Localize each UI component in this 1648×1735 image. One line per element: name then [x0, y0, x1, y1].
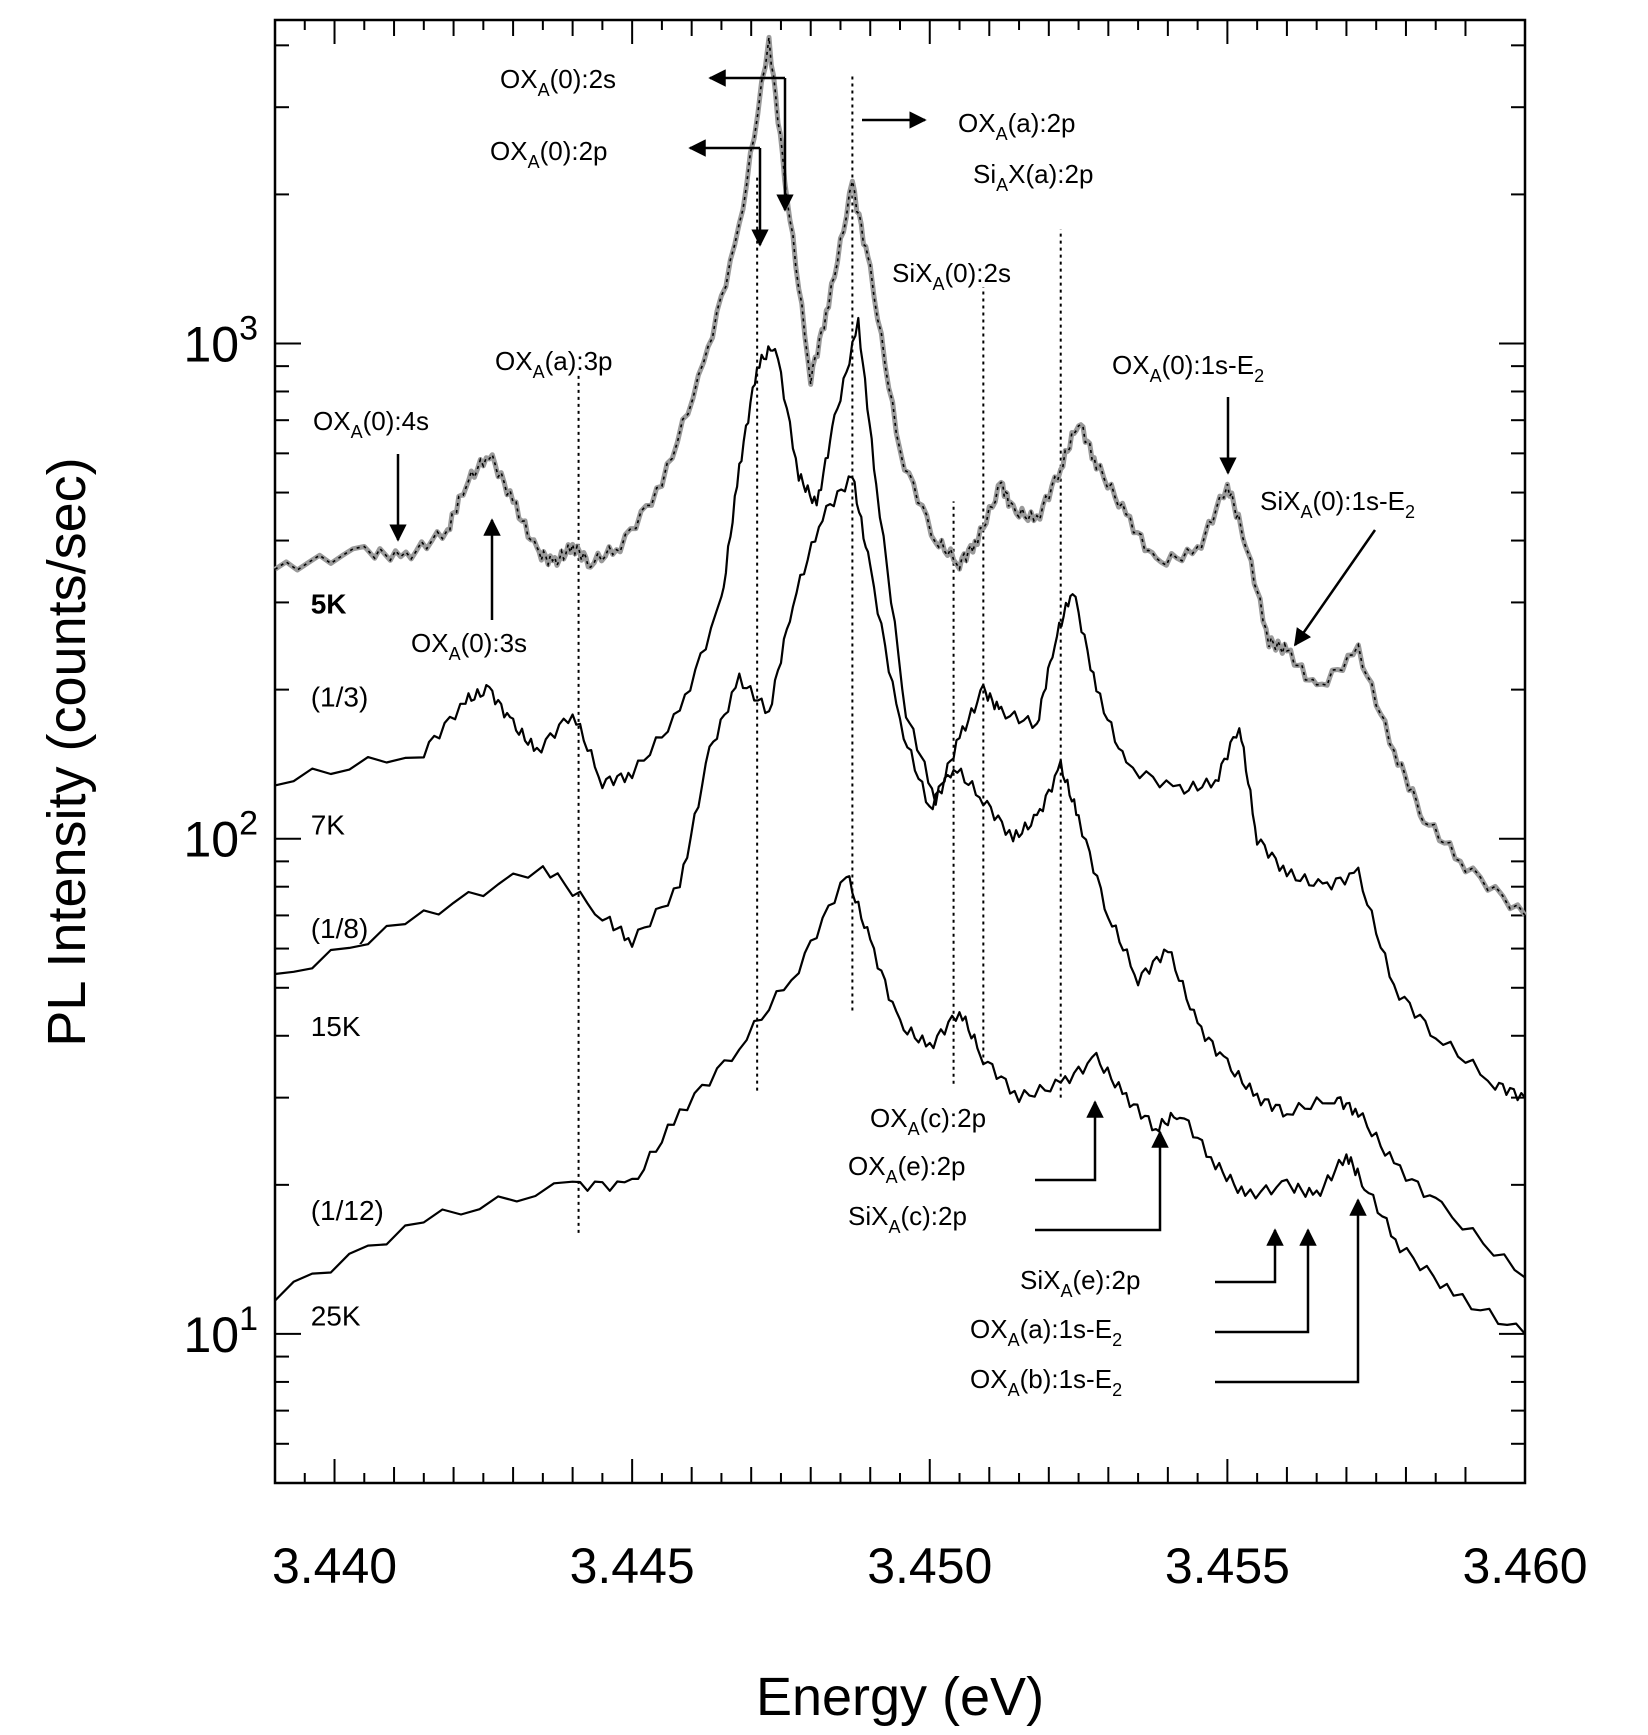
x-tick-label: 3.445 [570, 1538, 695, 1594]
peak-annotation: OXA(a):2p [958, 108, 1076, 144]
y-tick-label: 103 [183, 309, 258, 372]
peak-annotations: OXA(0):2s OXA(0):2p OXA(a):2p SiAX(a):2p SiX… [313, 64, 1415, 1400]
peak-annotation: OXA(b):1s-E2 [970, 1364, 1122, 1400]
curve-label: 15K [311, 1011, 361, 1042]
series-15K-line [274, 475, 1526, 1279]
x-tick-label: 3.450 [867, 1538, 992, 1594]
curve-label: 7K [311, 809, 346, 840]
peak-annotation: SiXA(c):2p [848, 1201, 967, 1237]
peak-annotation: OXA(a):3p [495, 346, 613, 382]
peak-annotation: OXA(0):2s [500, 64, 616, 100]
peak-annotation: OXA(0):3s [411, 628, 527, 664]
peak-annotation: SiXA(e):2p [1020, 1265, 1140, 1301]
curve-label: 5K [311, 588, 347, 619]
annotation-arrow [1035, 1130, 1169, 1232]
peak-annotation: SiXA(0):2s [892, 258, 1011, 294]
curve-label: 25K [311, 1300, 361, 1331]
curve-label: (1/8) [311, 913, 369, 944]
x-axis-label: Energy (eV) [756, 1667, 1044, 1727]
x-tick-label: 3.455 [1165, 1538, 1290, 1594]
annotation-arrow [1293, 529, 1377, 647]
series-5K-fit [274, 37, 1526, 916]
y-axis-label: PL Intensity (counts/sec) [37, 457, 97, 1046]
peak-annotation: OXA(0):1s-E2 [1112, 350, 1264, 386]
guide-lines [577, 74, 1062, 1233]
curve-labels: 5K (1/3) 7K (1/8) 15K (1/12) 25K [311, 588, 384, 1331]
annotation-arrow [1215, 1228, 1284, 1284]
y-tick-label: 102 [183, 805, 258, 868]
annotation-arrow [1215, 1228, 1317, 1334]
peak-annotation: OXA(e):2p [848, 1151, 966, 1187]
peak-annotation: OXA(0):4s [313, 406, 429, 442]
peak-annotation: OXA(0):2p [490, 136, 608, 172]
spectrum-curves [273, 34, 1528, 1335]
series-5K-line [273, 34, 1528, 917]
x-tick-label: 3.440 [272, 1538, 397, 1594]
peak-annotation: SiXA(0):1s-E2 [1260, 486, 1415, 522]
curve-label: (1/3) [311, 681, 369, 712]
series-7K-line [274, 316, 1526, 1102]
annotation-arrow [1035, 1100, 1104, 1182]
peak-annotation: OXA(c):2p [870, 1103, 986, 1139]
curve-label: (1/12) [311, 1195, 384, 1226]
series-25K-line [274, 875, 1526, 1335]
peak-annotation: SiAX(a):2p [973, 159, 1093, 195]
axis-tick-labels: 3.440 3.445 3.450 3.455 3.460 101 102 103 [183, 309, 1587, 1594]
plot-frame [273, 18, 1527, 1485]
y-tick-label: 101 [183, 1300, 258, 1363]
annotation-arrow [1215, 1198, 1367, 1384]
peak-annotation: OXA(a):1s-E2 [970, 1314, 1122, 1350]
axis-ticks [274, 20, 1525, 1484]
x-tick-label: 3.460 [1462, 1538, 1587, 1594]
